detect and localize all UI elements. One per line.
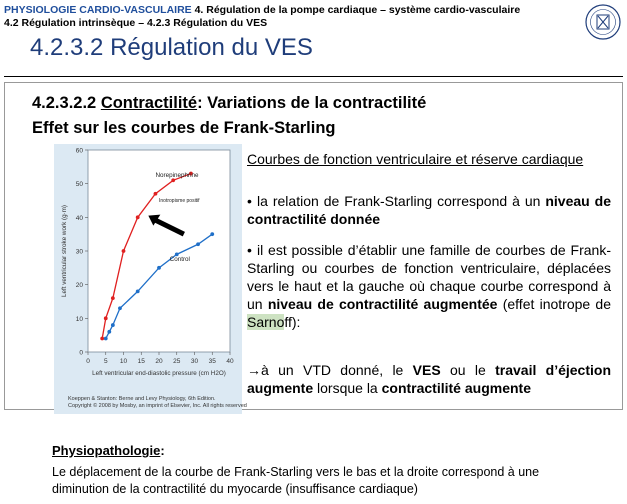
figure-credit-line-2: Copyright © 2008 by Mosby, an imprint of… — [68, 402, 247, 409]
header-line-1: PHYSIOLOGIE CARDIO-VASCULAIRE 4. Régulat… — [4, 4, 520, 16]
y-tick-label: 0 — [79, 350, 83, 357]
heading-term: Contractilité — [100, 94, 198, 112]
figure-credit-line-1: Koeppen & Stanton: Berne and Levy Physio… — [68, 396, 216, 402]
bullet-1-bold: niveau de contractilité donnée — [247, 193, 611, 227]
inotropy-arrow-icon — [153, 217, 185, 237]
bullet-3-text-2: ou le — [440, 362, 496, 378]
x-tick-label: 0 — [86, 358, 90, 365]
data-point — [118, 306, 122, 311]
bullet-dot: • — [247, 242, 252, 258]
x-tick-label: 20 — [155, 358, 163, 365]
bullet-2-text-2: (effet inotrope de — [497, 296, 612, 312]
bullet-2-text-3: ff): — [284, 314, 301, 330]
plot-area — [87, 149, 231, 353]
x-tick-label: 10 — [120, 358, 128, 365]
slide-frame — [4, 82, 623, 410]
page-title: 4.2.3.2 Régulation du VES — [30, 34, 313, 61]
y-tick-label: 40 — [76, 215, 84, 222]
physiopathology-heading: Physiopathologie: — [52, 443, 165, 458]
y-tick-label: 60 — [76, 148, 84, 155]
data-point — [153, 191, 158, 196]
y-tick-label: 10 — [76, 316, 84, 323]
data-point — [196, 242, 200, 247]
data-point — [189, 171, 193, 176]
heading-rest: : Variations de la contractilité — [197, 94, 427, 112]
bullet-3: →à un VTD donné, le VES ou le travail d’… — [247, 361, 611, 397]
x-axis-label: Left ventricular end-diastolic pressure … — [92, 370, 226, 377]
section-name: 4. Régulation de la pompe cardiaque – sy… — [191, 4, 521, 16]
data-point — [110, 296, 115, 301]
data-point — [135, 289, 140, 294]
data-point — [135, 215, 140, 220]
bullet-3-bold-3: contractilité augmente — [381, 380, 531, 396]
bullet-3-text-3: lorsque la — [313, 380, 382, 396]
physio-heading-text: Physiopathologie — [52, 443, 161, 458]
frank-starling-figure: 0 10 20 30 40 50 60 0 5 10 15 20 25 30 35 40 Left ventri… — [54, 144, 242, 414]
header-line-2: 4.2 Régulation intrinsèque – 4.2.3 Régul… — [4, 17, 268, 29]
highlighted-text: Sarno — [247, 314, 285, 330]
bullet-2-text: il est possible d’établir une famille de… — [247, 242, 611, 312]
x-tick-label: 30 — [191, 358, 199, 365]
heading-number: 4.2.3.2.2 — [32, 94, 101, 112]
y-tick-label: 50 — [76, 181, 84, 188]
slide-subheading: Effet sur les courbes de Frank-Starling — [32, 119, 336, 137]
bullet-3-bold-1: VES — [412, 362, 441, 378]
course-name: PHYSIOLOGIE CARDIO-VASCULAIRE — [4, 4, 192, 16]
physiopathology-text: Le déplacement de la courbe de Frank-Sta… — [52, 465, 540, 496]
y-tick-label: 30 — [76, 249, 84, 256]
paragraph-courbes: Courbes de fonction ventriculaire et rés… — [247, 150, 611, 168]
y-tick-label: 20 — [76, 282, 84, 289]
courbes-text: Courbes de fonction ventriculaire et rés… — [247, 151, 584, 167]
bullet-dot: • — [247, 193, 252, 209]
data-point — [174, 252, 179, 257]
data-point — [157, 265, 161, 270]
title-divider — [4, 76, 623, 77]
bullet-2: • il est possible d’établir une famille d… — [247, 241, 611, 331]
bullet-2-bold: niveau de contractilité augmentée — [267, 296, 498, 312]
right-arrow-icon: → — [247, 362, 261, 378]
x-tick-label: 40 — [226, 358, 234, 365]
university-seal-logo — [585, 4, 621, 40]
data-point — [121, 249, 126, 253]
bullet-3-bold-2: travail d’éjection augmente — [247, 362, 612, 396]
x-tick-label: 15 — [138, 358, 146, 365]
x-tick-label: 5 — [104, 358, 108, 365]
slide-heading: 4.2.3.2.2 Contractilité: Variations de l… — [32, 94, 426, 113]
legend-norepinephrine: Norepinephrine — [155, 172, 199, 179]
data-point — [100, 336, 105, 341]
annotation-inotropisme: Inotropisme positif — [159, 198, 200, 204]
y-axis-label: Left ventricular stroke work (g·m) — [61, 205, 68, 297]
x-tick-label: 25 — [173, 358, 181, 365]
bullet-3-text: à un VTD donné, le — [261, 362, 413, 378]
series-line-0 — [101, 172, 192, 339]
figure-credit: Koeppen & Stanton: Berne and Levy Physio… — [68, 396, 247, 409]
data-point — [103, 336, 108, 341]
x-tick-label: 35 — [209, 358, 217, 365]
physio-heading-colon: : — [160, 443, 165, 458]
data-point — [107, 329, 112, 334]
bullet-1-text: la relation de Frank-Starling correspond… — [257, 193, 546, 209]
bullet-1: • la relation de Frank-Starling correspon… — [247, 192, 611, 228]
data-point — [110, 323, 115, 327]
data-point — [103, 316, 108, 321]
data-point — [210, 232, 215, 237]
legend-control: Control — [170, 256, 190, 263]
data-point — [171, 178, 176, 183]
inotropy-arrowhead-icon — [148, 214, 161, 226]
